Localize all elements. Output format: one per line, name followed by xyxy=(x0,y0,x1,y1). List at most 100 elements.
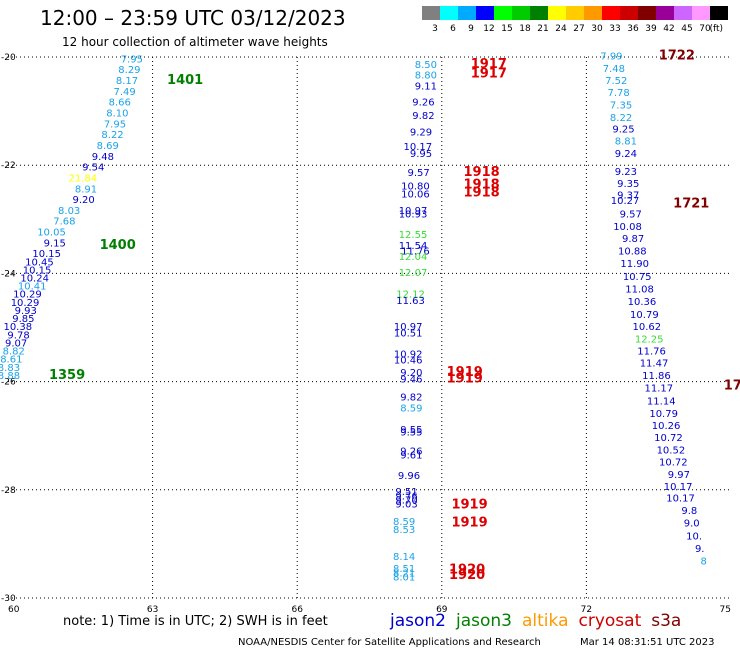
wave-height-value: 8.81 xyxy=(615,137,637,148)
wave-height-value: 10.41 xyxy=(18,282,47,293)
wave-height-value: 9.15 xyxy=(44,238,66,249)
wave-height-value: 8.80 xyxy=(415,71,437,82)
wave-height-value: 11.86 xyxy=(642,371,671,382)
legend-swatch xyxy=(602,6,620,20)
wave-height-value: 10.38 xyxy=(3,322,32,333)
legend-label: 6 xyxy=(450,24,456,34)
legend-swatch xyxy=(476,6,494,20)
time-labels: 1401140013591917191719181918191819191919… xyxy=(49,49,740,583)
pass-time-label: 1920 xyxy=(449,568,485,583)
wave-height-value: 8.10 xyxy=(106,109,128,120)
wave-height-value: 9.85 xyxy=(12,314,34,325)
pass-time-label: 1919 xyxy=(451,516,487,531)
wave-height-value: 9.57 xyxy=(407,168,429,179)
wave-height-value: 7.95 xyxy=(121,54,143,65)
wave-height-value: 10.15 xyxy=(23,265,52,276)
wave-height-value: 9.97 xyxy=(668,470,690,481)
x-tick-label: 60 xyxy=(8,605,20,615)
wave-height-value: 9.26 xyxy=(412,98,434,109)
legend-label: 45 xyxy=(681,24,692,34)
pass-time-label: 17 xyxy=(724,379,740,394)
wave-height-value: 10.06 xyxy=(401,190,430,201)
pass-time-label: 1917 xyxy=(471,57,507,72)
wave-height-value: 12.12 xyxy=(396,290,425,301)
legend-label: 21 xyxy=(537,24,548,34)
legend-label: 27 xyxy=(573,24,584,34)
wave-height-value: 12.25 xyxy=(635,335,664,346)
wave-height-value: 12.07 xyxy=(399,268,428,279)
wave-height-value: 9.96 xyxy=(398,471,420,482)
legend-label: 9 xyxy=(468,24,474,34)
legend-label: 24 xyxy=(555,24,567,34)
legend-label: 15 xyxy=(501,24,512,34)
wave-height-value: 10.08 xyxy=(613,222,642,233)
legend-swatch xyxy=(566,6,584,20)
wave-height-value: 11.76 xyxy=(637,347,666,358)
y-tick-label: -20 xyxy=(1,53,16,63)
legend-swatch xyxy=(674,6,692,20)
wave-height-value: 9.87 xyxy=(622,234,644,245)
wave-height-value: 9.35 xyxy=(617,179,639,190)
footer-note: note: 1) Time is in UTC; 2) SWH is in fe… xyxy=(63,614,328,629)
wave-height-value: 9.20 xyxy=(400,368,422,379)
legend-label: 70 xyxy=(699,24,711,34)
wave-height-value: 10.75 xyxy=(623,272,652,283)
wave-height-value: 9. xyxy=(695,544,705,555)
wave-height-value: 7.52 xyxy=(605,76,627,87)
wave-height-value: 8.17 xyxy=(116,76,138,87)
wave-height-value: 10.79 xyxy=(649,409,678,420)
wave-height-value: 9.55 xyxy=(400,425,422,436)
wave-height-value: 9.54 xyxy=(82,163,104,174)
wave-height-value: 9.70 xyxy=(395,495,417,506)
satellite-legend: jason2 jason3 altika cryosat s3a xyxy=(389,611,681,631)
wave-height-value: 9.8 xyxy=(681,506,697,517)
wave-height-value: 9.82 xyxy=(400,393,422,404)
wave-height-value: 9.51 xyxy=(395,487,417,498)
wave-height-value: 9.26 xyxy=(400,447,422,458)
pass-time-label: 1917 xyxy=(471,67,507,82)
wave-height-value: 21.84 xyxy=(69,173,98,184)
wave-height-value: 10.15 xyxy=(32,249,61,260)
wave-height-value: 11.54 xyxy=(399,241,428,252)
legend-label: 3 xyxy=(432,24,438,34)
wave-height-value: 12.04 xyxy=(399,252,428,263)
wave-height-value: 7.95 xyxy=(104,119,126,130)
pass-time-label: 1359 xyxy=(49,368,85,383)
x-tick-label: 69 xyxy=(436,605,448,615)
wave-height-value: 8.29 xyxy=(118,65,140,76)
wave-height-value: 8.59 xyxy=(400,403,422,414)
wave-height-value: 10.97 xyxy=(399,206,428,217)
wave-height-value: 8.59 xyxy=(393,517,415,528)
legend-swatch xyxy=(584,6,602,20)
x-tick-label: 66 xyxy=(291,605,303,615)
wave-height-value: 7.78 xyxy=(608,88,630,99)
wave-height-value: 10.05 xyxy=(37,228,66,239)
pass-time-label: 1918 xyxy=(463,165,499,180)
legend-label: 36 xyxy=(627,24,639,34)
wave-height-value: 10.79 xyxy=(630,310,659,321)
wave-height-value: 9.76 xyxy=(395,492,417,503)
wave-height-value: 9.03 xyxy=(395,500,417,511)
satellite-name: jason3 xyxy=(455,611,512,631)
wave-height-value: 8.61 xyxy=(0,355,22,366)
wave-height-value: 11.14 xyxy=(647,396,676,407)
wave-height-value: 9.78 xyxy=(7,330,29,341)
wave-height-value: 7.35 xyxy=(610,100,632,111)
wave-height-value: 8.66 xyxy=(109,98,131,109)
wave-height-value: 9.61 xyxy=(400,450,422,461)
wave-height-value: 8.22 xyxy=(101,130,123,141)
wave-height-value: 10. xyxy=(686,532,702,543)
legend-swatch xyxy=(494,6,512,20)
wave-height-value: 8.21 xyxy=(393,568,415,579)
legend-swatch xyxy=(638,6,656,20)
wave-height-value: 10.27 xyxy=(611,196,640,207)
wave-height-value: 8.83 xyxy=(0,363,20,374)
wave-height-value: 9.93 xyxy=(15,306,37,317)
wave-height-value: 9.82 xyxy=(412,111,434,122)
satellite-name: jason2 xyxy=(389,611,446,631)
color-legend: 3 6 9 12 15 18 21 24 27 30 33 36 39 42 45 70(ft) xyxy=(422,6,728,34)
wave-height-value: 10.62 xyxy=(632,322,661,333)
legend-label: 33 xyxy=(609,24,620,34)
wave-height-value: 9.23 xyxy=(615,167,637,178)
